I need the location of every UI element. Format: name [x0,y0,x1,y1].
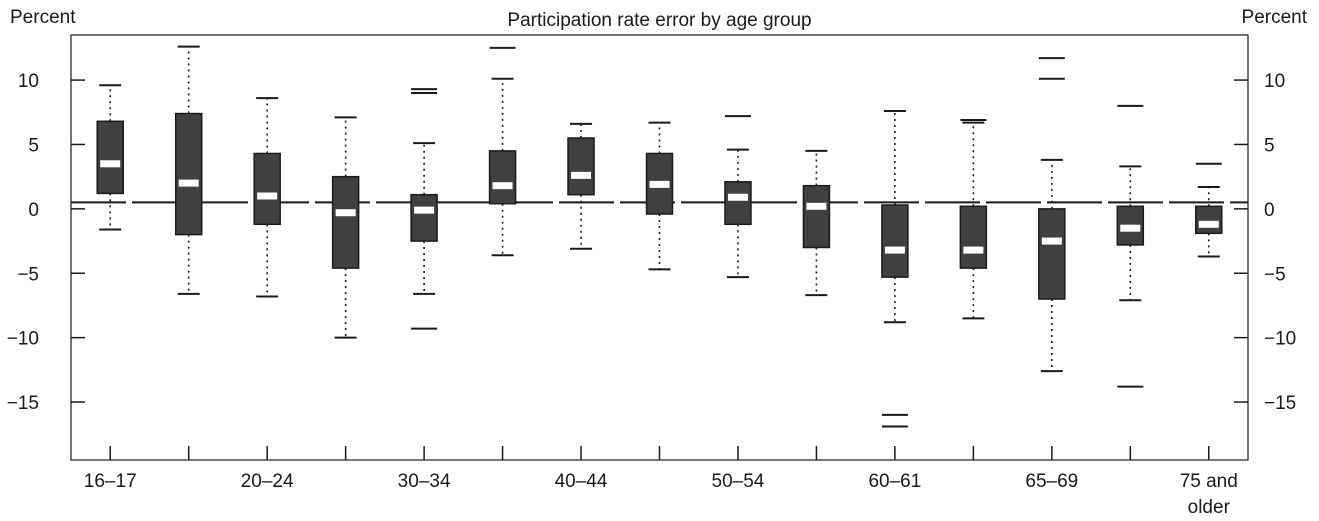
y-tick-label-left: 5 [28,135,39,156]
median-marker [335,209,356,217]
median-marker [1120,224,1141,232]
x-tick-label: 30–34 [398,471,451,492]
median-marker [100,160,121,168]
y-tick-label-right: −15 [1264,393,1296,414]
median-marker [414,206,435,214]
y-tick-label-right: 10 [1264,71,1285,92]
plot-frame [70,34,1249,461]
box-iqr [96,120,124,195]
median-marker [727,193,748,201]
median-marker [649,180,670,188]
x-tick-label: 75 and [1180,471,1238,492]
median-marker [257,192,278,200]
median-marker [963,246,984,254]
median-marker [884,246,905,254]
median-marker [571,171,592,179]
box-iqr [1195,205,1223,235]
y-tick-label-left: −5 [17,264,39,285]
box-iqr [802,184,831,249]
x-tick-label: 20–24 [241,471,294,492]
box-iqr [331,175,360,269]
y-tick-label-right: 0 [1264,200,1275,221]
left-axis-unit-label: Percent [10,7,76,28]
box-iqr [1038,208,1066,300]
box-iqr [959,205,988,269]
y-tick-label-left: −10 [7,329,39,350]
y-tick-label-right: −10 [1264,329,1296,350]
x-tick-label: 60–61 [868,471,921,492]
y-tick-label-left: 0 [28,200,39,221]
box-iqr [724,181,752,226]
median-marker [492,182,513,190]
median-marker [178,179,199,187]
y-tick-label-left: −15 [7,393,39,414]
y-tick-label-right: 5 [1264,135,1275,156]
box-iqr [174,112,203,236]
x-tick-label-line2: older [1188,497,1231,518]
box-iqr [253,152,281,226]
box-iqr [410,193,438,242]
x-tick-label: 16–17 [84,471,137,492]
y-tick-label-right: −5 [1264,264,1286,285]
median-marker [1198,220,1219,228]
x-tick-label: 50–54 [712,471,765,492]
median-marker [806,202,827,210]
box-iqr [567,137,595,196]
median-marker [1041,237,1062,245]
box-iqr [488,150,517,205]
x-tick-label: 65–69 [1025,471,1078,492]
chart-title: Participation rate error by age group [507,10,812,31]
x-tick-label: 40–44 [555,471,608,492]
right-axis-unit-label: Percent [1241,7,1307,28]
box-iqr [881,204,909,278]
y-tick-label-left: 10 [18,71,39,92]
